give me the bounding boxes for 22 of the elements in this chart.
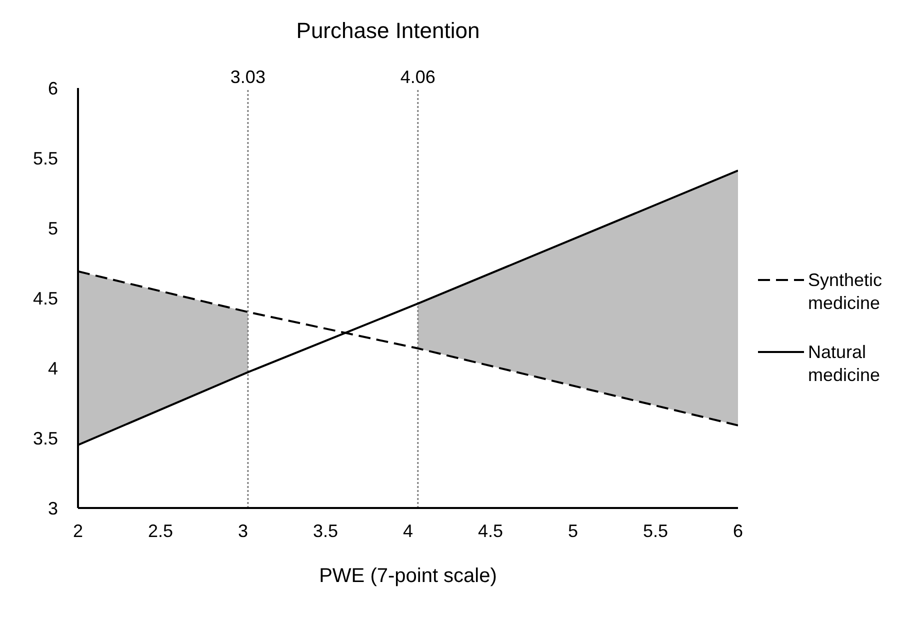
y-tick-label: 3.5	[32, 428, 58, 448]
y-tick-label: 4.5	[32, 288, 58, 308]
x-tick-label: 4.5	[478, 520, 504, 541]
legend-label: Natural medicine	[808, 341, 882, 387]
legend-label: Synthetic medicine	[808, 269, 884, 315]
x-tick-label: 2	[72, 520, 84, 541]
y-tick-label: 5.5	[32, 148, 58, 168]
x-tick-label: 3	[238, 520, 248, 541]
x-tick-label: 5.5	[642, 520, 668, 541]
x-tick-label: 4	[402, 520, 414, 541]
y-tick-label: 6	[48, 78, 58, 98]
y-tick-label: 4	[48, 358, 58, 378]
y-tick-label: 5	[48, 218, 58, 238]
ref-line-label: 4.06	[400, 67, 436, 87]
ref-line-label: 3.03	[230, 67, 266, 87]
x-tick-label: 6	[732, 520, 744, 541]
chart-title: Purchase Intention	[295, 18, 481, 44]
y-tick-label: 3	[48, 498, 58, 518]
x-tick-label: 3.5	[312, 520, 338, 541]
x-axis-title: PWE (7-point scale)	[319, 565, 497, 587]
x-tick-label: 2.5	[148, 520, 174, 541]
x-tick-label: 5	[568, 520, 578, 541]
